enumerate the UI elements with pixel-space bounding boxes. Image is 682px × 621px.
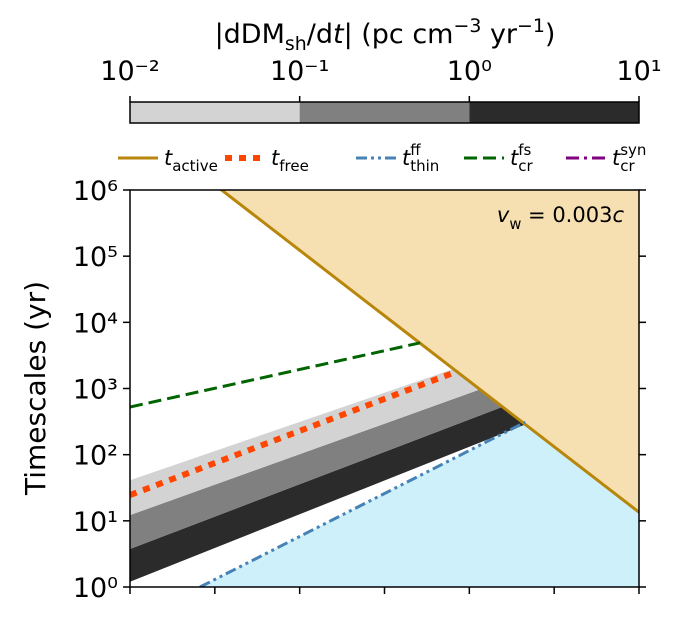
y-tick-label: 10⁰ [73,573,118,604]
legend-sup: fs [518,141,531,159]
colorbar-segment [130,102,300,123]
text-part: ) [545,19,556,50]
colorbar-tick-label: 10¹ [616,56,661,87]
legend-name: t [164,146,173,170]
text-part: /d [307,19,333,50]
series-line [130,341,421,409]
series-line [199,420,527,587]
axes: 10⁻² 10⁻¹ 10⁰ 10¹|dDMsh/dt| (pc cm−3 yr−1)1… [73,15,662,604]
legend-sub: active [172,157,218,175]
series-line [219,190,639,514]
legend-sub: cr [518,157,533,175]
text-part: t [333,19,345,50]
text-part: sh [285,33,307,55]
series-line [130,368,458,498]
y-tick-label: 10⁴ [73,308,118,339]
legend-label: tcrsyn [612,141,646,175]
y-tick-label: 10³ [73,375,118,406]
legend-name: t [510,146,519,170]
legend-sub: free [279,157,309,175]
legend-name: t [612,146,621,170]
y-tick-label: 10¹ [73,507,118,538]
legend-label: tactive [164,146,218,175]
colorbar-frame [129,101,640,124]
legend-label: tfree [271,146,309,175]
text-part: −3 [454,15,482,37]
lines [130,190,639,587]
colorbar-tick-label: 10⁻¹ [270,56,329,87]
y-tick-label: 10⁵ [73,242,118,273]
text-part: yr [481,19,518,50]
colorbar-tick-label: 10⁰ [447,56,492,87]
legend-sup: ff [410,141,421,159]
text-part: c [612,203,624,227]
legend-sub: cr [620,157,635,175]
colorbar-segment [469,102,639,123]
y-tick-label: 10² [73,441,118,472]
text-part: | (pc cm [344,19,454,50]
legend-name: t [271,146,280,170]
legend-label: tcrfs [510,141,533,175]
y-axis-label: Timescales (yr) [19,281,52,496]
text-part: |dDM [215,19,285,50]
text-part: = 0.003 [521,203,612,227]
text-part: w [509,216,521,233]
legend-label: tthinff [402,141,439,175]
colorbar-tick-label: 10⁻² [100,56,159,87]
legend-name: t [402,146,411,170]
colorbar-label: |dDMsh/dt| (pc cm−3 yr−1) [215,15,556,55]
legend-sup: syn [620,141,646,159]
annotation: vw = 0.003c [497,203,625,233]
y-tick-label: 10⁶ [73,176,118,207]
colorbar-segment [299,102,470,123]
legend-sub: thin [410,157,439,175]
text-part: −1 [517,15,545,37]
text-part: v [497,203,510,227]
